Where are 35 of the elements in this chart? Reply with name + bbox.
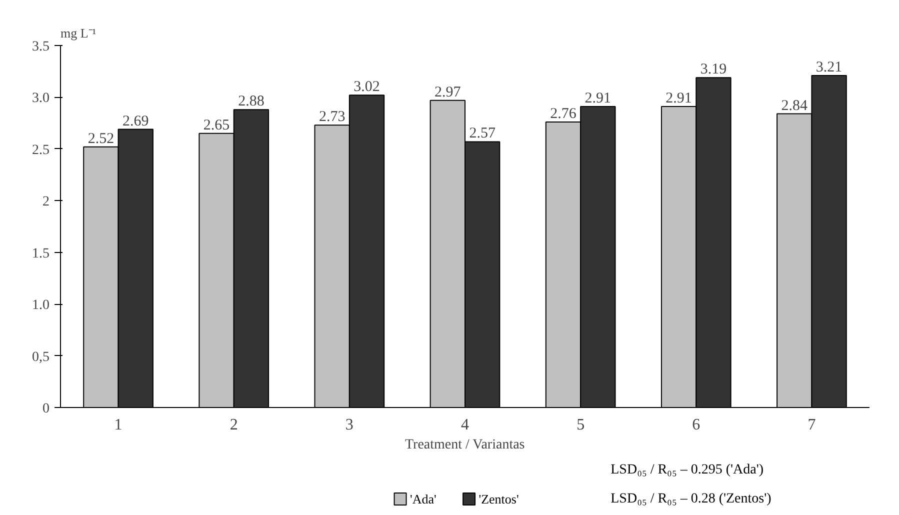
text: LSD₀₅ / R₀₅ – 0.295 ('Ada') [610,462,764,478]
data-label: 3.02 [354,79,380,96]
y-tick-label: 3.5 [32,40,50,54]
y-tick-label: 2 [42,194,50,210]
data-label: 3.19 [700,62,727,78]
data-label: 2.73 [318,109,346,126]
data-label: 2.84 [781,98,808,114]
x-tick-label: 2 [230,416,238,434]
y-tick-label: 0 [42,402,50,416]
data-label: 2.52 [88,130,114,147]
data-label: 2.57 [469,126,496,142]
data-label: 2.91 [584,90,612,107]
data-label: 2.88 [238,94,264,110]
x-tick-label: 5 [576,416,585,434]
data-label: 2.65 [203,117,230,134]
legend-label: 'Zentos' [478,492,519,506]
data-label: 2.91 [666,90,692,107]
data-label: 2.76 [550,106,577,122]
x-tick-label: 3 [345,416,354,434]
x-tick-label: 6 [692,416,700,434]
legend-label: 'Ada' [410,492,436,506]
x-tick-label: 7 [808,416,816,434]
y-tick-label: 1.5 [32,246,50,262]
x-axis-title: Treatment / Variantas [404,438,525,452]
text: LSD₀₅ / R₀₅ – 0.28 ('Zentos') [610,492,772,506]
x-tick-label: 1 [114,416,122,434]
y-tick-label: 0,5 [32,350,50,365]
x-tick-label: 4 [461,416,469,434]
y-tick-label: 2.5 [32,142,50,158]
data-label: 2.97 [434,84,462,100]
y-tick-label: 1.0 [32,298,50,314]
y-axis-title: mg L⁻¹ [60,26,96,40]
y-tick-label: 3.0 [32,91,50,106]
data-label: 3.21 [816,59,842,76]
data-label: 2.69 [122,113,149,130]
